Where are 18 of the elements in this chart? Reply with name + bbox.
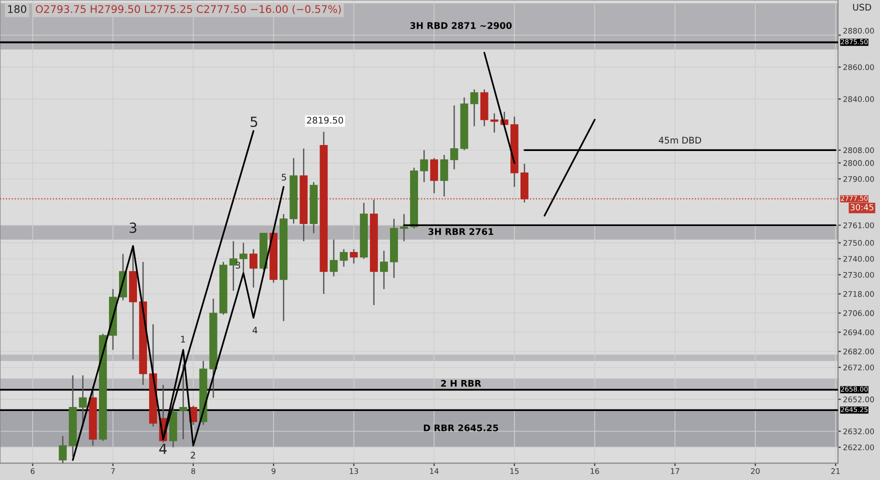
band-label: 3H RBD 2871 ~2900 [410, 22, 512, 29]
annotation: 4 [252, 326, 258, 334]
band-label: 2 H RBR [441, 380, 482, 387]
annotation: 2 [190, 452, 195, 458]
text: 30:45 [850, 204, 874, 210]
annotation: 4 [159, 444, 167, 454]
annotation: 2819.50 [306, 116, 344, 124]
chart-title: 180 [8, 5, 26, 14]
annotation: 3 [130, 222, 136, 234]
band-label: D RBR 2645.25 [424, 424, 498, 432]
annotation: 45m DBD [658, 136, 702, 144]
annotation: 1 [181, 336, 186, 342]
text: USD [853, 4, 872, 11]
annotation: 5 [250, 116, 258, 128]
chart-subtitle: O2793.75 H2799.50 L2775.25 C2777.50 −16.00 (−0.57%) [36, 4, 341, 14]
annotation: 3 [236, 262, 240, 269]
band-label: 3H RBR 2761 [428, 228, 494, 236]
annotation: 5 [282, 174, 286, 181]
